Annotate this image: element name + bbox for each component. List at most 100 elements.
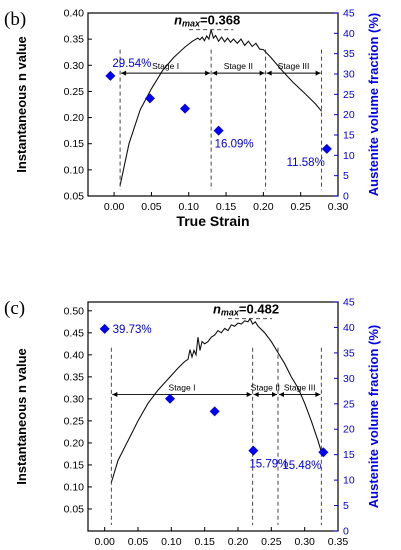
austenite-value-label: 11.58% xyxy=(287,157,325,169)
nmax-subscript: max xyxy=(221,308,240,318)
y-right-tick-label: 0 xyxy=(343,526,349,538)
x-tick-label: 0.15 xyxy=(216,201,237,213)
y-right-tick-label: 10 xyxy=(343,150,355,162)
y-right-tick-label: 40 xyxy=(343,28,355,40)
y-right-axis-title: Austenite volume fraction (%) xyxy=(366,13,381,196)
y-right-tick-label: 25 xyxy=(343,89,355,101)
y-left-tick-label: 0.15 xyxy=(64,138,85,150)
austenite-value-label: 15.79% xyxy=(249,459,288,471)
austenite-diamond-marker xyxy=(180,103,191,114)
austenite-diamond-marker xyxy=(209,406,220,417)
stage-arrowhead-left xyxy=(212,70,218,76)
stage-label: Stage III xyxy=(278,61,310,71)
austenite-diamond-marker xyxy=(165,393,175,404)
austenite-diamond-marker xyxy=(213,125,224,136)
y-right-tick-label: 35 xyxy=(343,347,355,359)
nmax-value: =0.368 xyxy=(200,13,240,28)
y-left-tick-label: 0.25 xyxy=(64,86,85,98)
x-tick-label: 0.05 xyxy=(141,201,162,213)
stage-label: Stage I xyxy=(152,61,179,71)
y-right-tick-label: 10 xyxy=(343,475,355,487)
x-tick-label: 0.15 xyxy=(194,536,215,548)
austenite-value-label: 15.48% xyxy=(282,460,321,472)
chart-panel-c: 0.00 0.05 0.10 0.15 0.20 0.25 0.30 0.35 0.05 0.10… xyxy=(4,297,381,550)
panel-label: (b) xyxy=(4,9,26,30)
austenite-value-label: 29.54% xyxy=(112,58,151,70)
stage-arrowhead-right xyxy=(259,70,265,76)
y-left-tick-label: 0.50 xyxy=(64,305,85,317)
nmax-annotation: nmax=0.368 xyxy=(174,13,240,29)
stage-arrowhead-left xyxy=(266,70,272,76)
n-value-curve xyxy=(119,29,323,186)
nmax-subscript: max xyxy=(182,19,201,29)
y-left-tick-label: 0.30 xyxy=(64,60,85,72)
y-right-tick-label: 40 xyxy=(343,322,355,334)
y-right-tick-label: 25 xyxy=(343,398,355,410)
y-left-tick-label: 0.05 xyxy=(64,191,85,203)
x-axis-title: True Strain xyxy=(176,213,249,229)
austenite-diamond-marker xyxy=(99,323,110,334)
stage-arrowhead-left xyxy=(121,70,127,76)
y-right-tick-label: 30 xyxy=(343,69,355,81)
n-value-curve xyxy=(110,317,322,483)
x-tick-label: 0.05 xyxy=(128,536,149,548)
y-left-tick-label: 0.35 xyxy=(64,371,85,383)
stage-label: Stage II xyxy=(251,382,280,392)
nmax-symbol: n xyxy=(174,13,182,28)
y-left-tick-label: 0.30 xyxy=(64,393,85,405)
austenite-diamond-marker xyxy=(144,93,155,104)
stage-arrowhead-left xyxy=(253,391,259,397)
y-right-tick-label: 45 xyxy=(343,297,355,309)
plot-frame xyxy=(87,301,339,532)
stage-label: Stage I xyxy=(169,382,196,392)
y-right-tick-label: 0 xyxy=(343,191,349,203)
austenite-diamond-marker xyxy=(248,445,259,456)
chart-panel-b: 0.00 0.05 0.10 0.15 0.20 0.25 0.30 0.05 0.10 0.15… xyxy=(4,8,381,230)
y-left-tick-label: 0.35 xyxy=(64,34,85,46)
x-tick-label: 0.00 xyxy=(104,201,125,213)
y-left-axis-title: Instantaneous n value xyxy=(14,36,29,173)
y-left-tick-label: 0.20 xyxy=(64,437,85,449)
y-right-tick-label: 5 xyxy=(343,170,349,182)
stage-label: Stage II xyxy=(224,61,253,71)
y-right-tick-label: 20 xyxy=(343,109,355,121)
y-right-axis-title: Austenite volume fraction (%) xyxy=(366,325,381,508)
stage-arrowhead-right xyxy=(246,391,252,397)
x-tick-label: 0.00 xyxy=(94,536,115,548)
x-axis-title: True Strain xyxy=(176,548,249,550)
x-tick-label: 0.30 xyxy=(328,201,349,213)
x-tick-label: 0.10 xyxy=(161,536,182,548)
y-left-tick-label: 0.20 xyxy=(64,112,85,124)
y-left-axis-title: Instantaneous n value xyxy=(14,348,29,485)
austenite-value-label: 39.73% xyxy=(113,324,152,336)
stage-arrowhead-right xyxy=(272,391,277,397)
stage-arrowhead-left xyxy=(279,391,284,397)
panel-label: (c) xyxy=(4,298,25,319)
y-left-tick-label: 0.45 xyxy=(64,327,85,339)
x-tick-label: 0.30 xyxy=(294,536,315,548)
x-tick-label: 0.10 xyxy=(179,201,200,213)
stage-arrowhead-right xyxy=(315,391,321,397)
austenite-diamond-marker xyxy=(105,70,116,81)
stage-arrowhead-left xyxy=(112,391,118,397)
stage-label: Stage III xyxy=(284,382,316,392)
y-left-tick-label: 0.10 xyxy=(64,481,85,493)
stage-arrowhead-right xyxy=(205,70,211,76)
x-tick-label: 0.20 xyxy=(253,201,274,213)
x-tick-label: 0.25 xyxy=(261,536,282,548)
nmax-annotation: nmax=0.482 xyxy=(213,302,279,318)
x-tick-label: 0.35 xyxy=(328,536,349,548)
y-left-tick-label: 0.10 xyxy=(64,164,85,176)
y-right-tick-label: 20 xyxy=(343,424,355,436)
y-right-tick-label: 5 xyxy=(343,500,349,512)
y-left-tick-label: 0.40 xyxy=(64,8,85,20)
y-right-tick-label: 30 xyxy=(343,373,355,385)
austenite-diamond-marker xyxy=(321,143,332,154)
austenite-diamond-marker xyxy=(318,447,329,458)
y-left-tick-label: 0.05 xyxy=(64,503,85,515)
y-left-tick-label: 0.15 xyxy=(64,459,85,471)
plot-frame xyxy=(87,12,339,197)
y-right-tick-label: 35 xyxy=(343,48,355,60)
x-tick-label: 0.25 xyxy=(290,201,311,213)
